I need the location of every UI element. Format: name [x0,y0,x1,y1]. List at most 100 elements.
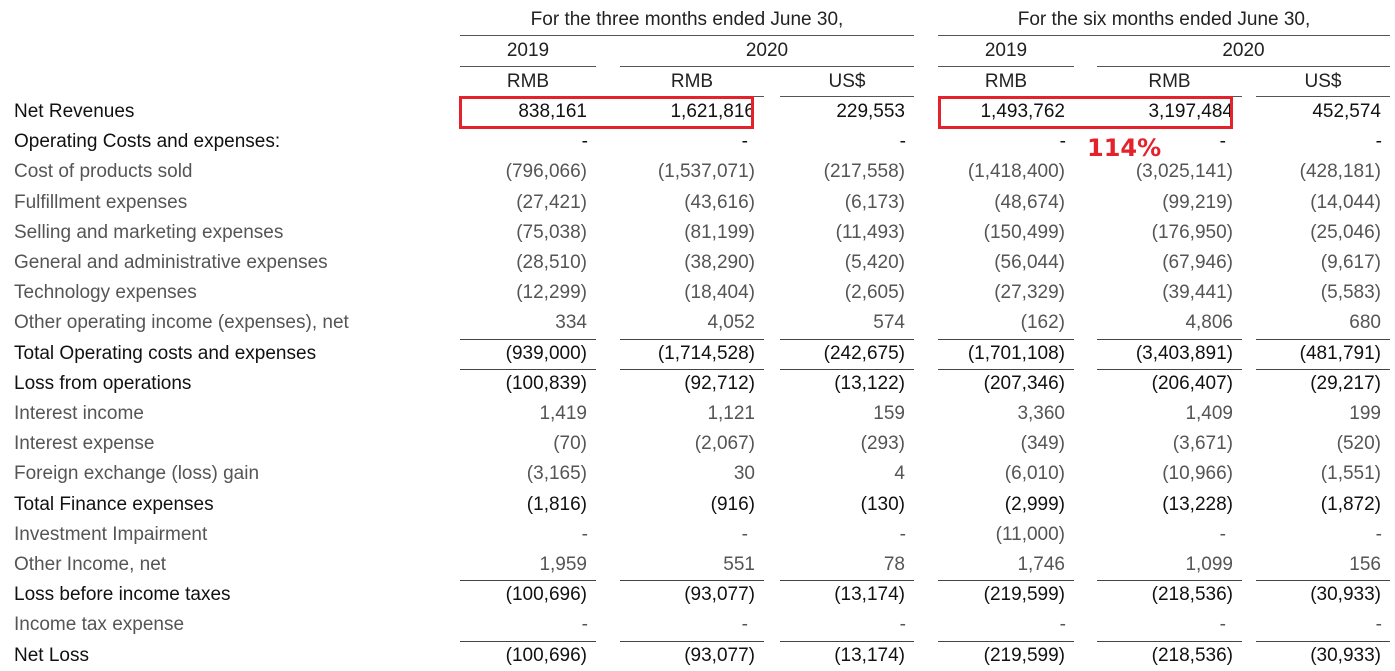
subtotal-rule [780,368,914,370]
value-cell: (3,025,141) [1135,161,1233,183]
table-row: Other operating income (expenses), net 33… [0,308,1395,338]
value-cell: (481,791) [1299,342,1381,364]
value-cell: (13,174) [834,644,905,666]
table-row: Technology expenses (12,299) (18,404) (2,60… [0,278,1395,308]
value-cell: - [1375,131,1382,153]
currency-header-5: RMB [1148,71,1191,92]
value-cell: (99,219) [1162,191,1233,213]
value-cell: (39,441) [1162,282,1233,304]
value-cell: (13,174) [834,584,905,606]
value-cell: 4,052 [707,312,755,334]
value-cell: (130) [860,493,905,515]
value-cell: (293) [860,433,905,455]
value-cell: (67,946) [1162,252,1233,273]
value-cell: - [1059,614,1066,636]
subtotal-rule [620,640,764,642]
table-row: Selling and marketing expenses (75,038) (8… [0,218,1395,248]
value-cell: (1,714,528) [657,342,755,364]
header-rule-six-months [938,35,1390,36]
row-label: Selling and marketing expenses [14,221,284,243]
value-cell: - [1059,131,1066,153]
value-cell: (70) [553,433,587,455]
value-cell: 680 [1349,312,1381,334]
value-cell: 156 [1349,554,1381,575]
value-cell: (29,217) [1310,372,1381,394]
subtotal-rule [1097,368,1242,370]
value-cell: 159 [873,403,905,424]
value-cell: (218,536) [1151,584,1233,606]
value-cell: 1,121 [707,403,755,424]
currency-header-1: RMB [506,71,550,92]
year-header-2020-h: 2020 [1222,40,1265,61]
value-cell: 1,621,816 [670,101,755,122]
value-cell: - [741,131,748,153]
table-row: Net Revenues 838,161 1,621,816 229,553 1,493… [0,97,1395,127]
value-cell: (176,950) [1151,221,1233,243]
header-rule-three-months [460,35,914,36]
value-cell: (2,605) [844,282,905,304]
table-row: Investment Impairment - - - (11,000) - - [0,520,1395,550]
value-cell: - [1219,614,1226,636]
subtotal-rule [938,368,1074,370]
row-label: Interest expense [14,433,155,455]
value-cell: 3,360 [1017,403,1065,424]
value-cell: (10,966) [1162,463,1233,485]
revenue-growth-annotation: 114% [1087,134,1162,162]
value-cell: - [899,614,906,636]
subtotal-rule [780,640,914,642]
subtotal-rule [1256,580,1390,582]
subtotal-rule [938,338,1074,340]
value-cell: (75,038) [516,221,587,243]
value-cell: (242,675) [823,342,905,364]
subtotal-rule [780,338,914,340]
value-cell: (1,418,400) [967,161,1065,183]
value-cell: (150,499) [983,221,1065,243]
three-months-header: For the three months ended June 30, [530,9,844,30]
value-cell: (916) [710,493,755,515]
value-cell: (1,701,108) [967,342,1065,364]
value-cell: 1,493,762 [980,101,1065,122]
table-row: Income tax expense - - - - - - [0,610,1395,640]
value-cell: (5,583) [1320,282,1381,304]
value-cell: - [741,523,748,545]
subtotal-rule [460,368,596,370]
value-cell: (92,712) [684,372,755,394]
table-row: Net Loss (100,696) (93,077) (13,174) (219,59… [0,640,1395,671]
value-cell: 229,553 [836,101,905,122]
value-cell: 3,197,484 [1148,101,1233,122]
value-cell: (1,816) [526,493,587,515]
value-cell: (14,044) [1310,191,1381,213]
row-label: Net Revenues [14,101,135,122]
table-row: Total Operating costs and expenses (939,0… [0,338,1395,369]
row-label: Total Operating costs and expenses [14,342,317,364]
table-row: Total Finance expenses (1,816) (916) (130) (… [0,490,1395,520]
year-rule-2020-h [1097,66,1390,67]
value-cell: (218,536) [1151,644,1233,666]
subtotal-rule [938,580,1074,582]
value-cell: (3,403,891) [1135,342,1233,364]
value-cell: (349) [1020,433,1065,455]
value-cell: 1,746 [1017,554,1065,575]
table-row: Cost of products sold (796,066) (1,537,071… [0,157,1395,187]
table-row: Operating Costs and expenses: - - - - - - [0,127,1395,157]
value-cell: (6,173) [844,191,905,213]
value-cell: (93,077) [684,584,755,606]
table-row: Interest expense (70) (2,067) (293) (349) (3,… [0,429,1395,459]
currency-header-4: RMB [984,71,1028,92]
currency-header-3: US$ [828,71,866,92]
row-label: General and administrative expenses [14,252,328,273]
row-label: Net Loss [14,644,89,666]
value-cell: 1,959 [539,554,587,575]
value-cell: - [581,523,588,545]
table-row: General and administrative expenses (28,5… [0,248,1395,278]
row-label: Total Finance expenses [14,493,214,515]
value-cell: (2,067) [694,433,755,455]
value-cell: (27,421) [516,191,587,213]
row-label: Technology expenses [14,282,197,304]
value-cell: 1,099 [1185,554,1233,575]
table-row: Loss before income taxes (100,696) (93,077… [0,580,1395,610]
subtotal-rule [1256,368,1390,370]
value-cell: (30,933) [1310,584,1381,606]
table-row: Interest income 1,419 1,121 159 3,360 1,409 19… [0,399,1395,429]
row-label: Foreign exchange (loss) gain [14,463,260,485]
